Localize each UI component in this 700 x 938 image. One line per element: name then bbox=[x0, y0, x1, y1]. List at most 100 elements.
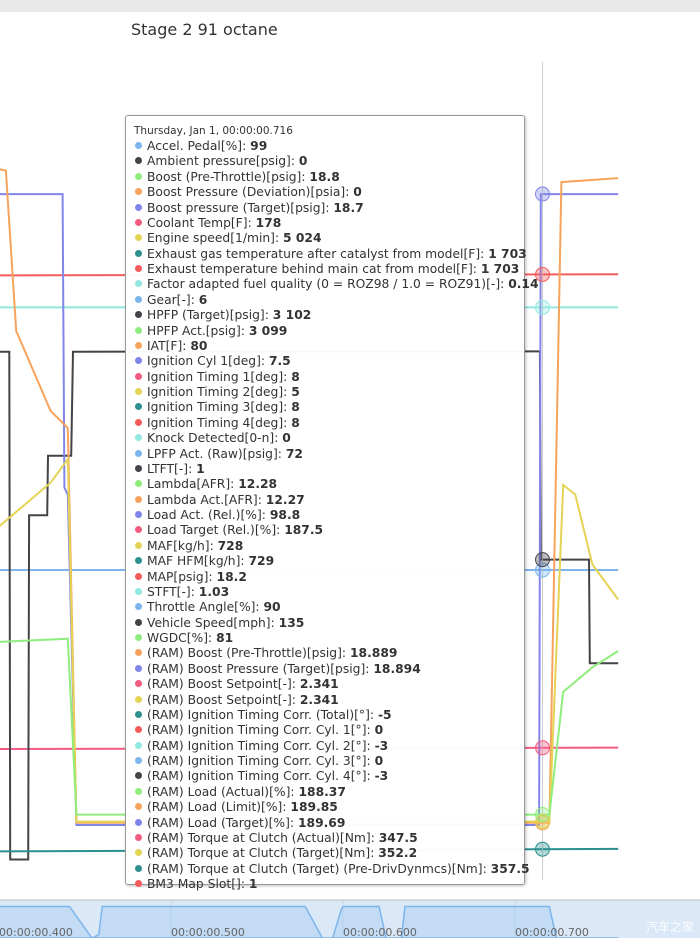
watermark: 汽车之家 bbox=[645, 920, 694, 934]
tooltip-item-label: (RAM) Boost Setpoint[-] bbox=[147, 677, 292, 692]
tooltip-item-label: (RAM) Ignition Timing Corr. Cyl. 4[°] bbox=[147, 769, 367, 784]
tooltip-item: Ignition Timing 1[deg]: 8 bbox=[134, 370, 524, 385]
tooltip-item: Accel. Pedal[%]: 99 bbox=[134, 139, 524, 154]
tooltip-item: Ignition Timing 4[deg]: 8 bbox=[134, 416, 524, 431]
series-dot-icon bbox=[135, 787, 142, 795]
series-dot-icon bbox=[135, 803, 142, 811]
tooltip-item-value: 8 bbox=[291, 415, 300, 430]
tooltip-item: (RAM) Boost Setpoint[-]: 2.341 bbox=[134, 693, 524, 708]
tooltip-item: Exhaust temperature behind main cat from… bbox=[134, 262, 524, 277]
tooltip-item-label: Ambient pressure[psig] bbox=[147, 154, 291, 169]
tooltip-item-value: 352.2 bbox=[378, 846, 418, 861]
tooltip-item: Factor adapted fuel quality (0 = ROZ98 /… bbox=[134, 277, 539, 292]
series-dot-icon bbox=[135, 188, 142, 196]
series-dot-icon bbox=[135, 357, 142, 365]
series-dot-icon bbox=[135, 849, 142, 857]
tooltip-item-label: (RAM) Load (Target)[%] bbox=[147, 815, 290, 830]
tooltip-item-label: (RAM) Torque at Clutch (Target) (Pre-Dri… bbox=[147, 861, 483, 876]
tooltip-item: (RAM) Ignition Timing Corr. Cyl. 2[°]: -… bbox=[134, 739, 524, 754]
series-dot-icon bbox=[135, 234, 142, 242]
tooltip-item-label: Engine speed[1/min] bbox=[147, 231, 275, 246]
hover-marker bbox=[535, 186, 551, 202]
series-line[interactable] bbox=[0, 165, 619, 824]
tooltip-item: Knock Detected[0-n]: 0 bbox=[134, 431, 524, 446]
tooltip-item-value: -3 bbox=[374, 738, 389, 753]
tooltip-item-value: 357.5 bbox=[490, 861, 530, 876]
series-dot-icon bbox=[135, 710, 142, 718]
series-dot-icon bbox=[135, 664, 142, 672]
tooltip-item-value: 189.69 bbox=[297, 815, 346, 830]
tooltip-item-value: -3 bbox=[374, 769, 389, 784]
top-bar bbox=[0, 0, 700, 12]
tooltip-item-value: 2.341 bbox=[299, 692, 339, 707]
tooltip-item: (RAM) Load (Target)[%]: 189.69 bbox=[134, 816, 524, 831]
tooltip-item-value: 0 bbox=[353, 185, 362, 200]
tooltip-item: (RAM) Ignition Timing Corr. Cyl. 4[°]: -… bbox=[134, 769, 524, 784]
tooltip-item-label: Coolant Temp[F] bbox=[147, 215, 248, 230]
series-dot-icon bbox=[135, 603, 142, 611]
tooltip-item-label: Boost pressure (Target)[psig] bbox=[147, 200, 326, 215]
tooltip-item: HPFP (Target)[psig]: 3 102 bbox=[134, 308, 524, 323]
tooltip-item-label: HPFP (Target)[psig] bbox=[147, 308, 265, 323]
tooltip-item-value: 98.8 bbox=[269, 508, 301, 522]
tooltip-item-value: 5 024 bbox=[283, 231, 322, 246]
series-dot-icon bbox=[135, 833, 142, 841]
tooltip-item-label: Knock Detected[0-n] bbox=[147, 431, 275, 446]
tooltip-item-value: 0 bbox=[374, 723, 384, 738]
series-dot-icon bbox=[135, 311, 142, 319]
series-dot-icon bbox=[135, 249, 142, 257]
tooltip-item: STFT[-]: 1.03 bbox=[134, 585, 524, 600]
tooltip-item-label: Factor adapted fuel quality (0 = ROZ98 /… bbox=[147, 277, 501, 292]
series-dot-icon bbox=[135, 203, 142, 211]
tooltip-item-value: 1 bbox=[248, 877, 258, 891]
tooltip-item-label: (RAM) Ignition Timing Corr. Cyl. 3[°] bbox=[147, 754, 367, 768]
chart-title: Stage 2 91 octane bbox=[131, 20, 278, 39]
tooltip-item-label: Ignition Timing 4[deg] bbox=[147, 415, 284, 430]
tooltip-item-label: Ignition Timing 3[deg] bbox=[147, 400, 284, 415]
tooltip-item-value: 728 bbox=[217, 538, 244, 553]
tooltip-item: (RAM) Ignition Timing Corr. Cyl. 1[°]: 0 bbox=[134, 723, 524, 738]
x-tick-label: 00:00:00.700 bbox=[515, 926, 589, 938]
tooltip-item-label: Load Target (Rel.)[%] bbox=[147, 523, 277, 538]
tooltip-item-label: MAP[psig] bbox=[147, 569, 209, 584]
tooltip-item-label: WGDC[%] bbox=[147, 631, 209, 645]
tooltip-item-value: 729 bbox=[248, 554, 275, 569]
tooltip-item-value: 188.37 bbox=[298, 784, 346, 799]
tooltip-item-value: 0 bbox=[282, 431, 291, 446]
tooltip-item: MAF HFM[kg/h]: 729 bbox=[134, 554, 524, 569]
series-dot-icon bbox=[135, 434, 142, 442]
tooltip-item-label: Lambda[AFR] bbox=[147, 477, 231, 492]
tooltip-item-label: (RAM) Ignition Timing Corr. Cyl. 2[°] bbox=[147, 738, 367, 753]
tooltip-item-value: 1 bbox=[196, 461, 205, 476]
tooltip-item: (RAM) Load (Limit)[%]: 189.85 bbox=[134, 800, 524, 815]
hover-marker bbox=[535, 807, 551, 823]
tooltip-item: Ambient pressure[psig]: 0 bbox=[134, 154, 524, 169]
navigator[interactable]: 00:00:00.400 00:00:00.500 00:00:00.600 00:0… bbox=[0, 899, 700, 938]
x-tick-label: 00:00:00.400 bbox=[0, 926, 73, 938]
tooltip-item-label: MAF HFM[kg/h] bbox=[147, 554, 241, 569]
tooltip-item-value: 0 bbox=[298, 154, 308, 169]
series-line[interactable] bbox=[0, 350, 619, 861]
tooltip-item-value: 3 102 bbox=[272, 308, 312, 323]
series-dot-icon bbox=[135, 680, 142, 688]
series-dot-icon bbox=[135, 480, 142, 488]
tooltip-item-label: (RAM) Torque at Clutch (Actual)[Nm] bbox=[147, 830, 371, 845]
tooltip-item-value: 0.14 bbox=[508, 277, 539, 292]
tooltip-item-label: (RAM) Boost Setpoint[-] bbox=[147, 692, 292, 707]
tooltip-item-value: 1.03 bbox=[198, 584, 230, 599]
tooltip-item-label: Ignition Timing 2[deg] bbox=[147, 385, 284, 399]
tooltip-item-label: STFT[-] bbox=[147, 584, 191, 599]
tooltip-item-value: 189.85 bbox=[290, 800, 338, 815]
series-dot-icon bbox=[135, 757, 142, 764]
tooltip-item: Lambda[AFR]: 12.28 bbox=[134, 477, 524, 492]
tooltip-item-value: 6 bbox=[198, 292, 208, 307]
tooltip-item: (RAM) Boost Pressure (Target)[psig]: 18.… bbox=[134, 662, 524, 677]
tooltip-item: (RAM) Torque at Clutch (Actual)[Nm]: 347… bbox=[134, 831, 524, 846]
tooltip-item: Vehicle Speed[mph]: 135 bbox=[134, 616, 524, 631]
tooltip-item-value: 80 bbox=[190, 338, 208, 353]
series-dot-icon bbox=[135, 557, 142, 565]
tooltip-item: (RAM) Torque at Clutch (Target)[Nm]: 352… bbox=[134, 846, 524, 861]
navigator-ticks: 00:00:00.400 00:00:00.500 00:00:00.600 00:0… bbox=[0, 926, 589, 938]
tooltip-item-value: 8 bbox=[291, 369, 300, 384]
series-dot-icon bbox=[135, 172, 142, 180]
